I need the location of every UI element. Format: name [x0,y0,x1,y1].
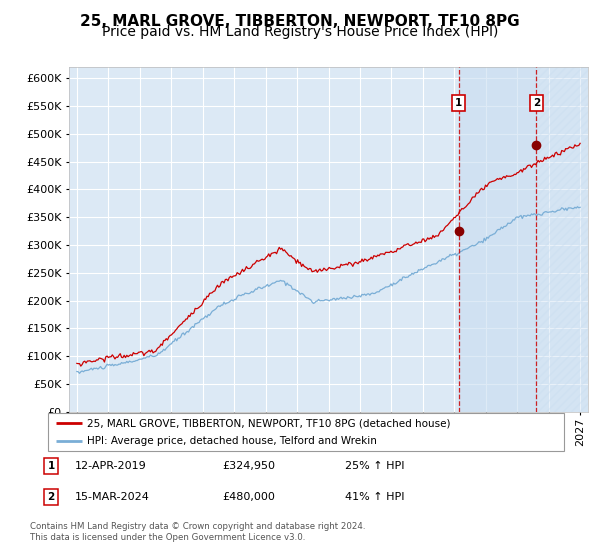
Text: Price paid vs. HM Land Registry's House Price Index (HPI): Price paid vs. HM Land Registry's House … [102,25,498,39]
Text: 15-MAR-2024: 15-MAR-2024 [75,492,150,502]
Bar [536,67,588,412]
Text: This data is licensed under the Open Government Licence v3.0.: This data is licensed under the Open Gov… [30,533,305,542]
Text: 2: 2 [47,492,55,502]
Text: 1: 1 [455,99,463,109]
Text: 25% ↑ HPI: 25% ↑ HPI [345,461,404,471]
Text: 12-APR-2019: 12-APR-2019 [75,461,147,471]
FancyBboxPatch shape [48,413,564,451]
Bar [459,67,536,412]
Text: Contains HM Land Registry data © Crown copyright and database right 2024.: Contains HM Land Registry data © Crown c… [30,522,365,531]
Text: 2: 2 [533,99,540,109]
Text: 1: 1 [47,461,55,471]
Text: £480,000: £480,000 [222,492,275,502]
Text: 41% ↑ HPI: 41% ↑ HPI [345,492,404,502]
Text: HPI: Average price, detached house, Telford and Wrekin: HPI: Average price, detached house, Telf… [86,436,377,446]
Text: £324,950: £324,950 [222,461,275,471]
Text: 25, MARL GROVE, TIBBERTON, NEWPORT, TF10 8PG (detached house): 25, MARL GROVE, TIBBERTON, NEWPORT, TF10… [86,418,450,428]
Text: 25, MARL GROVE, TIBBERTON, NEWPORT, TF10 8PG: 25, MARL GROVE, TIBBERTON, NEWPORT, TF10… [80,14,520,29]
